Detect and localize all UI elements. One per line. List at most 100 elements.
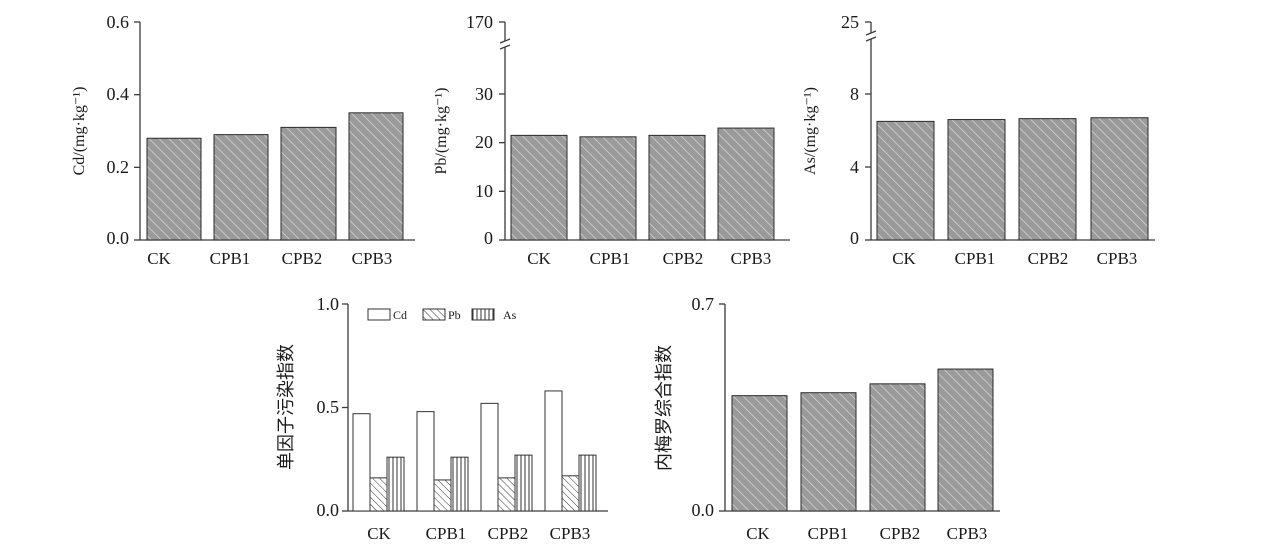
as-x-label: CK	[892, 249, 916, 268]
pb-y-label: Pb/(mg·kg⁻¹)	[433, 87, 450, 174]
cd-tick-label: 0.4	[107, 84, 130, 104]
as-y-label: As/(mg·kg⁻¹)	[802, 87, 819, 175]
as-axis-break	[865, 30, 877, 42]
nemerow-x-label: CK	[746, 524, 770, 543]
cd-x-label: CPB2	[282, 249, 323, 268]
cd-bar	[348, 112, 404, 241]
as-x-label: CPB2	[1028, 249, 1069, 268]
as-bar	[1090, 117, 1149, 241]
cd-bar	[146, 137, 202, 241]
cd-x-labels: CK CPB1 CPB2 CPB3	[147, 249, 392, 268]
as-ticks: 25 8 4 0	[841, 12, 871, 248]
pb-bar	[648, 134, 706, 241]
as-chart: 25 8 4 0 As/(mg·kg⁻¹) CK CPB1 CPB2 CPB3	[802, 12, 1155, 268]
cd-tick-label: 0.6	[107, 12, 130, 32]
single-x-label: CPB2	[488, 524, 529, 543]
pb-bar	[510, 134, 568, 241]
single-ticks: 1.0 0.5 0.0	[317, 294, 348, 520]
single-bar-as	[386, 456, 405, 512]
nemerow-x-label: CPB1	[808, 524, 849, 543]
single-x-label: CPB3	[550, 524, 591, 543]
pb-tick-label: 0	[484, 228, 493, 248]
single-bar-as	[578, 454, 597, 512]
cd-x-label: CPB1	[210, 249, 251, 268]
single-tick-label: 0.5	[317, 397, 340, 417]
nemerow-bar	[800, 392, 857, 512]
cd-x-label: CK	[147, 249, 171, 268]
pb-ticks: 170 30 20 10 0	[466, 12, 505, 248]
single-bar-pb	[497, 477, 516, 512]
single-bar-pb	[561, 475, 580, 512]
cd-y-label: Cd/(mg·kg⁻¹)	[71, 87, 88, 176]
as-bar	[947, 119, 1006, 241]
single-tick-label: 1.0	[317, 294, 340, 314]
cd-bar	[213, 134, 269, 241]
single-bar-as	[450, 456, 469, 512]
single-x-labels: CK CPB1 CPB2 CPB3	[367, 524, 590, 543]
single-bars	[352, 390, 597, 512]
as-tick-label: 4	[850, 157, 859, 177]
single-x-label: CK	[367, 524, 391, 543]
pb-x-label: CPB3	[731, 249, 772, 268]
as-tick-label: 0	[850, 228, 859, 248]
as-tick-label: 8	[850, 84, 859, 104]
pb-x-labels: CK CPB1 CPB2 CPB3	[527, 249, 771, 268]
nemerow-bar	[869, 383, 926, 512]
pb-tick-label: 170	[466, 12, 493, 32]
nemerow-bar	[731, 395, 788, 512]
nemerow-ticks: 0.7 0.0	[692, 294, 725, 520]
single-legend: Cd Pb As	[367, 308, 517, 322]
nemerow-x-labels: CK CPB1 CPB2 CPB3	[746, 524, 987, 543]
single-bar-pb	[369, 477, 388, 512]
single-bar-cd	[352, 413, 371, 512]
single-x-label: CPB1	[426, 524, 467, 543]
nemerow-x-label: CPB2	[880, 524, 921, 543]
single-tick-label: 0.0	[317, 500, 340, 520]
pb-bar	[717, 127, 775, 241]
pb-x-label: CK	[527, 249, 551, 268]
pb-axis-break	[499, 38, 511, 50]
legend-swatch-as	[471, 308, 495, 321]
pb-tick-label: 10	[475, 181, 493, 201]
single-bar-pb	[433, 479, 452, 512]
single-factor-chart: 1.0 0.5 0.0 单因子污染指数 Cd Pb As	[276, 294, 608, 543]
pb-bar	[579, 136, 637, 241]
legend-label-pb: Pb	[448, 308, 461, 322]
nemerow-bar	[937, 368, 994, 512]
as-x-label: CPB3	[1097, 249, 1138, 268]
pb-x-label: CPB2	[663, 249, 704, 268]
single-bar-as	[514, 454, 533, 512]
legend-swatch-pb	[422, 308, 446, 321]
nemerow-x-label: CPB3	[947, 524, 988, 543]
legend-label-as: As	[503, 308, 517, 322]
cd-chart: 0.6 0.4 0.2 0.0 Cd/(mg·kg⁻¹) CK CPB1 CPB…	[71, 12, 415, 268]
single-bar-cd	[544, 390, 563, 512]
single-bar-cd	[416, 411, 435, 512]
nemerow-chart: 0.7 0.0 内梅罗综合指数 CK CPB1 CPB2 CPB3	[654, 294, 1000, 543]
nemerow-tick-label: 0.7	[692, 294, 715, 314]
pb-tick-label: 30	[475, 84, 493, 104]
legend-swatch-cd	[367, 308, 391, 321]
cd-x-label: CPB3	[352, 249, 393, 268]
pb-bars	[510, 127, 775, 241]
as-bar	[876, 120, 935, 241]
nemerow-tick-label: 0.0	[692, 500, 715, 520]
pb-tick-label: 20	[475, 132, 493, 152]
single-y-label: 单因子污染指数	[276, 344, 297, 470]
as-x-labels: CK CPB1 CPB2 CPB3	[892, 249, 1137, 268]
pb-x-label: CPB1	[590, 249, 631, 268]
cd-bar	[280, 126, 337, 241]
pb-chart: 170 30 20 10 0 Pb/(mg·kg⁻¹) CK CPB1 CPB2…	[433, 12, 790, 268]
nemerow-bars	[731, 368, 994, 512]
nemerow-y-label: 内梅罗综合指数	[654, 345, 675, 471]
as-bars	[876, 117, 1149, 241]
cd-ticks: 0.6 0.4 0.2 0.0	[107, 12, 140, 248]
legend-label-cd: Cd	[393, 308, 407, 322]
cd-tick-label: 0.0	[107, 228, 130, 248]
as-tick-label: 25	[841, 12, 859, 32]
as-bar	[1018, 118, 1077, 241]
cd-tick-label: 0.2	[107, 157, 130, 177]
single-bar-cd	[480, 402, 499, 512]
as-x-label: CPB1	[955, 249, 996, 268]
